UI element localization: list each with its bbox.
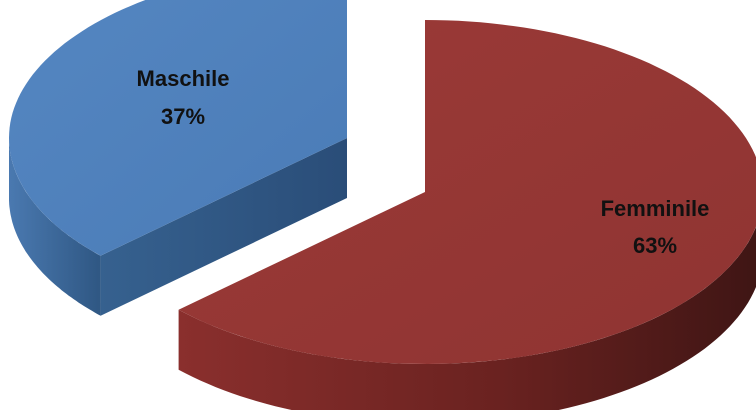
label-maschile: Maschile 37% <box>137 66 230 129</box>
label-maschile-name: Maschile <box>137 66 230 91</box>
slice-maschile <box>9 0 347 316</box>
slice-maschile-side <box>9 138 101 316</box>
slice-maschile-cut-face <box>100 138 347 316</box>
label-femminile-percent: 63% <box>633 233 677 258</box>
slice-femminile-top <box>178 20 756 364</box>
slice-femminile-side <box>178 226 756 410</box>
label-femminile-name: Femminile <box>601 196 710 221</box>
label-femminile: Femminile 63% <box>601 196 710 258</box>
slice-maschile-top <box>9 0 347 256</box>
label-maschile-percent: 37% <box>161 104 205 129</box>
slice-femminile <box>178 20 756 410</box>
